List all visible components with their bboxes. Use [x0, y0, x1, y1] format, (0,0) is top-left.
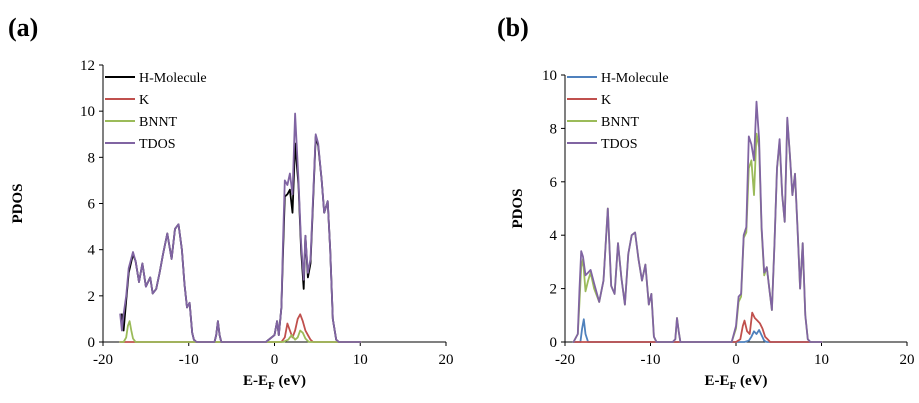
y-tick-label: 8	[88, 150, 96, 166]
x-tick-label: -10	[641, 352, 661, 368]
series-line-h-molecule	[572, 318, 823, 343]
x-tick-label: 10	[814, 352, 829, 368]
x-axis-title-unit: (eV)	[736, 373, 767, 389]
series-line-tdos	[572, 100, 823, 343]
chart-panel-a: (a) 0 2 4 6 8 10 12 -20 -10 0 10 20 PDOS E-EF (eV) H-Mo…	[8, 13, 454, 392]
y-tick-label: 2	[550, 282, 558, 298]
y-axis-title: PDOS	[510, 188, 526, 228]
series-line-h-molecule	[121, 135, 362, 343]
x-axis-title-unit: (eV)	[275, 373, 306, 389]
legend-label-k: K	[601, 93, 611, 108]
series-line-bnnt	[572, 119, 823, 343]
x-tick-label: 20	[900, 352, 915, 368]
x-axis-title-subscript: F	[268, 380, 275, 392]
y-tick-label: 0	[88, 335, 96, 351]
series-line-k	[572, 311, 823, 343]
series-line-bnnt	[119, 320, 362, 343]
y-axis-title: PDOS	[10, 183, 26, 223]
x-tick-label: -10	[179, 352, 199, 368]
y-tick-label: 2	[88, 289, 96, 305]
x-axis-title: E-EF (eV)	[705, 373, 768, 392]
y-tick-label: 12	[80, 58, 95, 74]
y-tick-label: 0	[550, 335, 558, 351]
y-tick-label: 4	[88, 243, 96, 259]
legend-label-h-molecule: H-Molecule	[601, 71, 669, 86]
y-tick-label: 8	[550, 121, 558, 137]
legend-label-tdos: TDOS	[139, 137, 176, 152]
legend-label-k: K	[139, 93, 149, 108]
x-axis-title-main: E-E	[243, 373, 268, 389]
legend-label-h-molecule: H-Molecule	[139, 71, 207, 86]
x-tick-label: -20	[555, 352, 575, 368]
x-tick-label: -20	[93, 352, 113, 368]
y-tick-label: 10	[542, 68, 557, 84]
legend-label-bnnt: BNNT	[601, 115, 640, 130]
y-tick-label: 6	[88, 197, 96, 213]
y-tick-label: 6	[550, 175, 558, 191]
series-line-k	[119, 313, 362, 343]
y-tick-label: 4	[550, 228, 558, 244]
legend-label-bnnt: BNNT	[139, 115, 178, 130]
legend-label-tdos: TDOS	[601, 137, 638, 152]
x-axis-title-subscript: F	[730, 380, 737, 392]
x-tick-label: 20	[439, 352, 454, 368]
x-tick-label: 0	[732, 352, 740, 368]
chart-panel-b: (b) 0 2 4 6 8 10 -20 -10 0 10 20 PDOS E-EF (eV) H-Mole…	[497, 13, 915, 392]
x-axis-title: E-EF (eV)	[243, 373, 306, 392]
x-tick-label: 0	[271, 352, 279, 368]
series-line-tdos	[119, 112, 362, 343]
x-tick-label: 10	[353, 352, 368, 368]
y-tick-label: 10	[80, 104, 95, 120]
panel-label: (b)	[497, 13, 529, 42]
panel-label: (a)	[8, 13, 38, 42]
x-axis-title-main: E-E	[705, 373, 730, 389]
